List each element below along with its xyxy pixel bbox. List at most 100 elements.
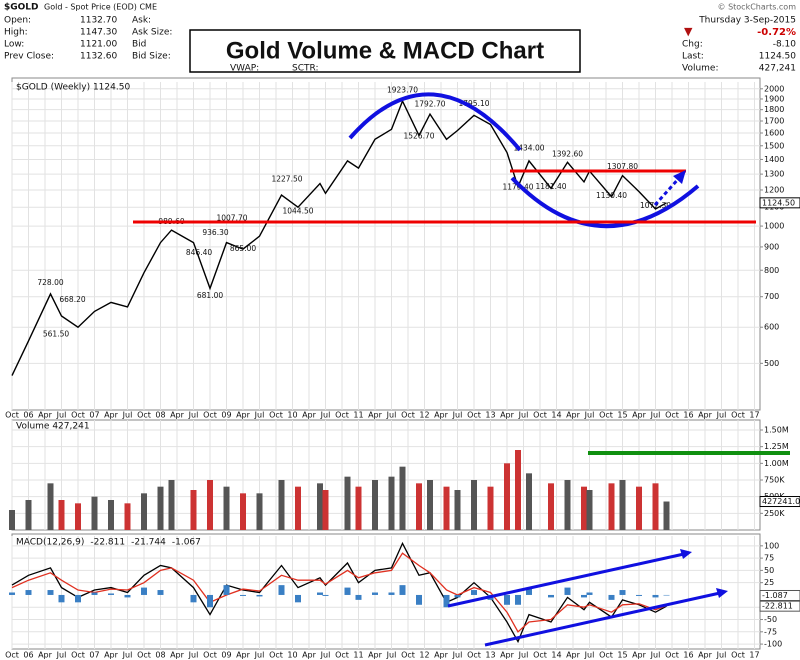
histogram-bar: [190, 594, 197, 603]
description: Gold - Spot Price (EOD) CME: [44, 3, 157, 12]
price-annotation: 1072.30: [640, 201, 671, 210]
price-annotation: 1007.70: [216, 214, 247, 223]
histogram-bar: [278, 585, 285, 595]
x-tick-label: Apr: [500, 651, 515, 660]
x-tick-label: Apr: [698, 651, 713, 660]
price-annotation: 1227.50: [271, 174, 302, 183]
y-tick-label: -100: [764, 640, 782, 649]
x-tick-label: 08: [155, 651, 165, 660]
y-tick-label: 700: [764, 292, 779, 301]
histogram-bar: [240, 594, 246, 596]
histogram-bar: [9, 592, 15, 595]
x-tick-label: Oct: [335, 411, 349, 420]
x-tick-label: Oct: [137, 411, 151, 420]
field-value: 1132.60: [80, 52, 117, 62]
price-annotation: 865.00: [230, 244, 256, 253]
histogram-bar: [515, 594, 521, 605]
stat-label: Volume:: [682, 64, 719, 74]
x-tick-label: Oct: [731, 411, 745, 420]
histogram-bar: [256, 594, 263, 597]
histogram-bar: [141, 587, 147, 595]
volume-bar: [124, 503, 131, 530]
stat-label: Chg:: [682, 40, 703, 50]
x-tick-label: Jul: [188, 651, 199, 660]
x-tick-label: Jul: [254, 651, 265, 660]
y-tick-label: 1600: [764, 128, 784, 137]
x-tick-label: Jul: [452, 411, 463, 420]
y-tick-label: 500: [764, 359, 779, 368]
x-tick-label: 16: [683, 411, 693, 420]
x-tick-label: Jul: [518, 411, 529, 420]
x-tick-label: Apr: [632, 651, 647, 660]
panel-title: $GOLD (Weekly) 1124.50: [16, 83, 130, 93]
symbol: $GOLD: [4, 3, 39, 13]
x-tick-label: 13: [485, 411, 495, 420]
price-annotation: 728.00: [37, 278, 63, 287]
x-tick-label: Oct: [137, 651, 151, 660]
volume-bar: [608, 483, 615, 530]
price-annotation: 846.40: [186, 248, 212, 257]
x-tick-label: 17: [749, 651, 759, 660]
volume-bar: [372, 480, 378, 530]
x-tick-label: 14: [551, 651, 561, 660]
volume-bar: [564, 480, 571, 530]
x-tick-label: Jul: [452, 651, 463, 660]
x-tick-label: Oct: [203, 411, 217, 420]
volume-bar: [526, 473, 532, 530]
y-tick-label: 1000: [764, 222, 784, 231]
price-annotation: 668.20: [59, 295, 85, 304]
volume-bar: [108, 500, 114, 530]
x-tick-label: Jul: [122, 651, 133, 660]
macd-panel: [11, 533, 761, 650]
volume-bar: [278, 480, 285, 530]
field-label: SCTR:: [292, 64, 319, 74]
price-annotation: 1181.40: [535, 182, 566, 191]
x-tick-label: Oct: [203, 651, 217, 660]
x-tick-label: Oct: [5, 651, 19, 660]
y-tick-label: 50: [764, 566, 774, 575]
x-tick-label: Jul: [56, 651, 67, 660]
y-tick-label: 250K: [764, 509, 785, 518]
y-tick-label: 1300: [764, 170, 784, 179]
volume-bar: [190, 490, 197, 530]
volume-bar: [636, 486, 642, 530]
series-value-label: -21.744: [131, 538, 166, 548]
price-annotation: 1307.80: [607, 162, 638, 171]
price-annotation: 1792.70: [414, 99, 445, 108]
volume-bar: [295, 486, 301, 530]
x-tick-label: 11: [353, 651, 363, 660]
x-tick-label: Jul: [518, 651, 529, 660]
price-annotation: 1044.50: [282, 206, 313, 215]
histogram-bar: [322, 594, 329, 596]
volume-bar: [207, 480, 213, 530]
x-tick-label: Oct: [269, 411, 283, 420]
y-tick-label: 1400: [764, 155, 784, 164]
x-tick-label: 08: [155, 411, 165, 420]
x-tick-label: Apr: [698, 411, 713, 420]
y-tick-label: 2000: [764, 84, 784, 93]
y-tick-label: 800: [764, 266, 779, 275]
y-tick-label: 25: [764, 578, 774, 587]
x-tick-label: Oct: [467, 411, 481, 420]
x-tick-label: Jul: [386, 411, 397, 420]
histogram-bar: [124, 594, 131, 598]
volume-bar: [586, 490, 593, 530]
x-tick-label: Apr: [434, 411, 449, 420]
macd-line: [11, 541, 667, 644]
x-tick-label: Oct: [401, 651, 415, 660]
x-tick-label: Oct: [467, 651, 481, 660]
volume-bar: [504, 463, 510, 530]
date: Thursday 3-Sep-2015: [698, 16, 796, 26]
field-label: High:: [4, 28, 28, 38]
stat-value: 427,241: [759, 64, 796, 74]
x-tick-label: Jul: [320, 411, 331, 420]
x-tick-label: Oct: [71, 411, 85, 420]
histogram-bar: [526, 587, 532, 595]
histogram-bar: [581, 594, 587, 598]
x-tick-label: Apr: [104, 411, 119, 420]
x-tick-label: Jul: [650, 651, 661, 660]
histogram-bar: [75, 594, 81, 603]
volume-bar: [427, 480, 433, 530]
